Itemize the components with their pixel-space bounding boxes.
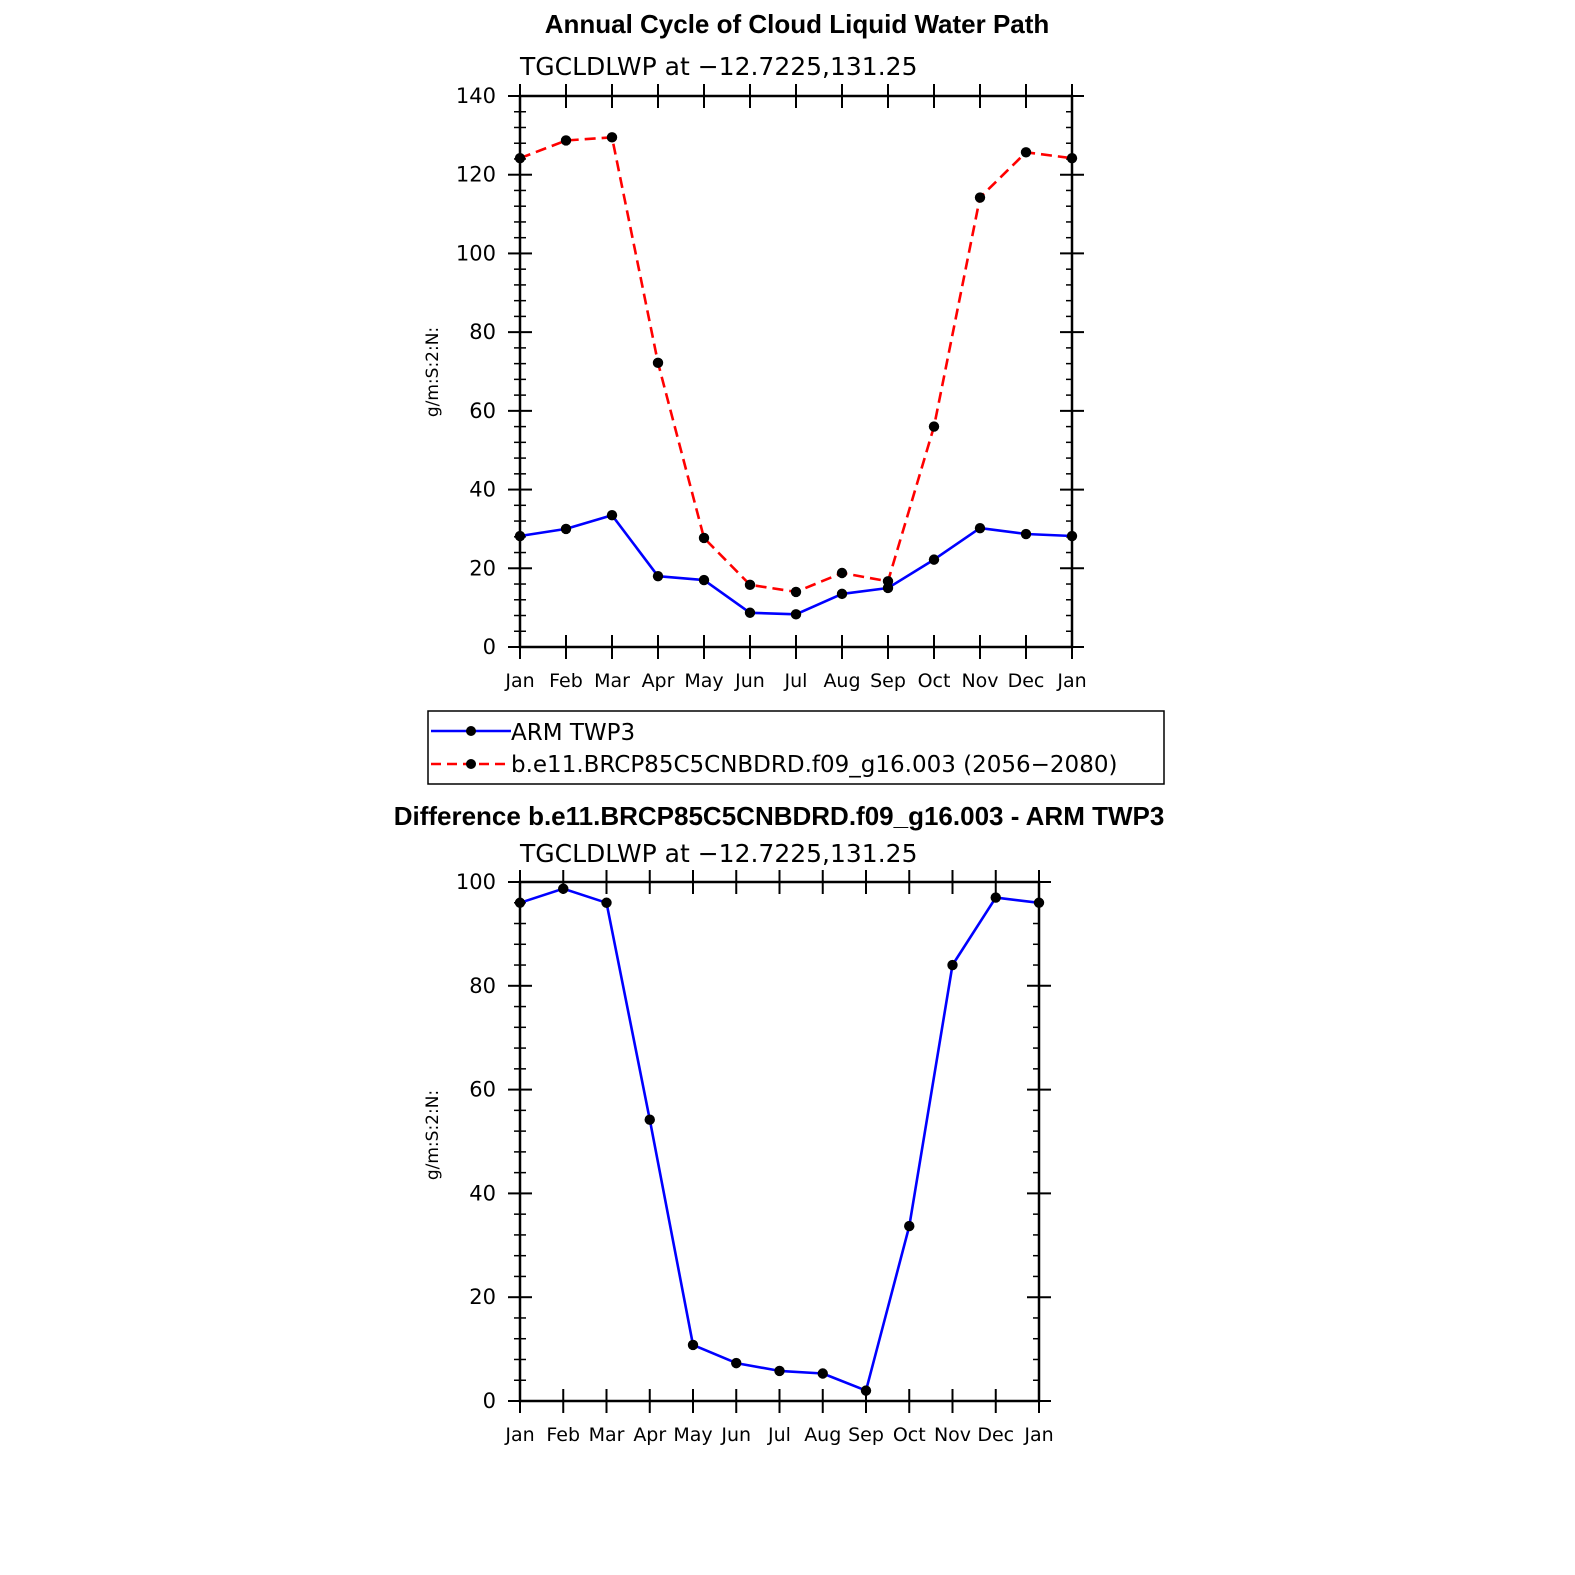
top-chart-series xyxy=(514,132,1078,620)
bottom-chart-xtick-label: Jan xyxy=(504,1424,534,1446)
top-chart-series-1-point xyxy=(652,357,664,369)
top-chart-ytick-label: 140 xyxy=(456,84,496,108)
top-chart-ytick-label: 100 xyxy=(456,241,496,265)
top-chart-xtick-label: May xyxy=(684,670,723,692)
top-chart-series-line-0 xyxy=(519,513,1073,616)
bottom-chart-xtick-label: Sep xyxy=(848,1424,884,1446)
top-chart-ytick-label: 120 xyxy=(456,163,496,187)
top-chart-ytick-label: 80 xyxy=(469,320,496,344)
bottom-chart-series-0-point xyxy=(947,959,958,971)
bottom-chart-title: Difference b.e11.BRCP85C5CNBDRD.f09_g16.… xyxy=(394,801,1165,831)
top-chart-series-1-point xyxy=(560,135,572,146)
top-chart-xtick-label: Nov xyxy=(961,670,998,692)
bottom-chart-series-0-point xyxy=(817,1368,828,1379)
top-chart-series-1-point xyxy=(928,421,940,432)
bottom-chart-series-0-point xyxy=(644,1114,655,1125)
legend-label-model: b.e11.BRCP85C5CNBDRD.f09_g16.003 (2056−2… xyxy=(511,752,1117,778)
top-chart-xtick-label: Apr xyxy=(642,670,675,692)
top-chart-series-0-point xyxy=(698,574,710,586)
bottom-chart-xtick-label: Jan xyxy=(1023,1424,1053,1446)
top-chart-xtick-label: Mar xyxy=(594,670,630,692)
bottom-chart-series-0-point xyxy=(860,1385,872,1396)
top-chart-xtick-label: Jan xyxy=(1056,670,1086,692)
top-chart-series-1-point xyxy=(836,567,848,579)
bottom-chart-ytick-label: 80 xyxy=(469,974,496,998)
bottom-chart-xtick-label: Feb xyxy=(546,1424,580,1446)
bottom-chart-xtick-label: Apr xyxy=(633,1424,666,1446)
top-chart-subtitle: TGCLDLWP at −12.7225,131.25 xyxy=(519,52,917,81)
bottom-chart-frame xyxy=(518,880,1041,1403)
top-chart-series-0-point xyxy=(974,522,986,534)
bottom-chart-series-0-point xyxy=(904,1220,915,1232)
top-chart-series-1-point xyxy=(698,532,710,544)
bottom-chart-series xyxy=(514,883,1045,1396)
top-chart-series-line-1 xyxy=(519,136,1073,594)
legend-marker-model xyxy=(466,759,476,769)
bottom-chart-subtitle: TGCLDLWP at −12.7225,131.25 xyxy=(519,839,917,868)
bottom-chart-xtick-label: Aug xyxy=(804,1424,841,1446)
top-chart-xtick-label: Jun xyxy=(734,670,765,692)
bottom-chart-ytick-label: 40 xyxy=(469,1181,496,1205)
top-chart-xtick-label: Jan xyxy=(504,670,534,692)
top-chart-series-1-point xyxy=(606,132,618,143)
bottom-chart-ytick-label: 100 xyxy=(456,870,496,894)
bottom-chart-xtick-label: Oct xyxy=(893,1424,926,1446)
top-chart-series-1-point xyxy=(790,586,802,598)
top-chart-axes: 0 20 40 60 80 100 120 140 Jan Feb Mar Apr May Jun Jul A… xyxy=(456,84,1087,692)
top-chart-series-0-point xyxy=(790,609,802,620)
top-chart-xtick-label: Feb xyxy=(549,670,583,692)
bottom-chart-xtick-label: Mar xyxy=(589,1424,625,1446)
top-chart-xtick-label: Sep xyxy=(870,670,906,692)
bottom-chart-ytick-label: 20 xyxy=(469,1285,496,1309)
top-chart-ytick-label: 40 xyxy=(469,478,496,502)
legend-label-arm: ARM TWP3 xyxy=(511,720,635,746)
bottom-chart-series-0-point xyxy=(601,897,612,908)
bottom-chart-axes: 0 20 40 60 80 100 Jan Feb Mar Apr May Jun Jul Aug Sep O… xyxy=(456,870,1054,1446)
top-chart-ytick-label: 0 xyxy=(483,635,496,659)
bottom-chart-ytick-label: 60 xyxy=(469,1078,496,1102)
bottom-chart-series-0-point xyxy=(558,883,569,894)
bottom-chart-xtick-label: Jul xyxy=(767,1424,791,1446)
bottom-chart-series-0-point xyxy=(687,1339,699,1351)
bottom-chart: Difference b.e11.BRCP85C5CNBDRD.f09_g16.… xyxy=(394,801,1165,1446)
top-chart-series-1-point xyxy=(974,192,986,203)
legend-marker-arm xyxy=(466,726,476,736)
bottom-chart-xtick-label: Dec xyxy=(977,1424,1014,1446)
legend: ARM TWP3 b.e11.BRCP85C5CNBDRD.f09_g16.00… xyxy=(427,710,1165,785)
bottom-chart-series-0-point xyxy=(731,1357,742,1369)
top-chart-ytick-label: 60 xyxy=(469,399,496,423)
bottom-chart-xtick-label: Jun xyxy=(720,1424,751,1446)
top-chart: Annual Cycle of Cloud Liquid Water Path … xyxy=(423,9,1087,692)
top-chart-series-0-point xyxy=(744,607,756,618)
bottom-chart-series-0-point xyxy=(990,892,1001,903)
top-chart-series-1-point xyxy=(744,579,756,591)
top-chart-frame xyxy=(518,94,1074,649)
top-chart-series-0-point xyxy=(836,588,848,600)
top-chart-ytick-label: 20 xyxy=(469,556,496,580)
bottom-chart-series-line-0 xyxy=(519,887,1040,1392)
top-chart-title: Annual Cycle of Cloud Liquid Water Path xyxy=(545,9,1050,39)
bottom-chart-ylabel: g/m:S:2:N: xyxy=(423,1090,443,1180)
top-chart-series-0-point xyxy=(1020,528,1032,540)
top-chart-series-0-point xyxy=(928,554,940,565)
bottom-chart-ytick-label: 0 xyxy=(483,1389,496,1413)
legend-box xyxy=(427,710,1165,785)
top-chart-xtick-label: Aug xyxy=(823,670,860,692)
top-chart-series-1-point xyxy=(882,576,894,587)
top-chart-series-1-point xyxy=(1020,147,1032,158)
top-chart-xtick-label: Dec xyxy=(1008,670,1045,692)
bottom-chart-xtick-label: May xyxy=(673,1424,712,1446)
top-chart-xtick-label: Oct xyxy=(918,670,951,692)
top-chart-xtick-label: Jul xyxy=(784,670,808,692)
bottom-chart-xtick-label: Nov xyxy=(934,1424,971,1446)
top-chart-series-0-point xyxy=(606,509,618,521)
bottom-chart-series-0-point xyxy=(774,1365,785,1377)
top-chart-series-0-point xyxy=(652,570,664,582)
top-chart-series-0-point xyxy=(560,523,572,535)
top-chart-ylabel: g/m:S:2:N: xyxy=(423,327,443,417)
